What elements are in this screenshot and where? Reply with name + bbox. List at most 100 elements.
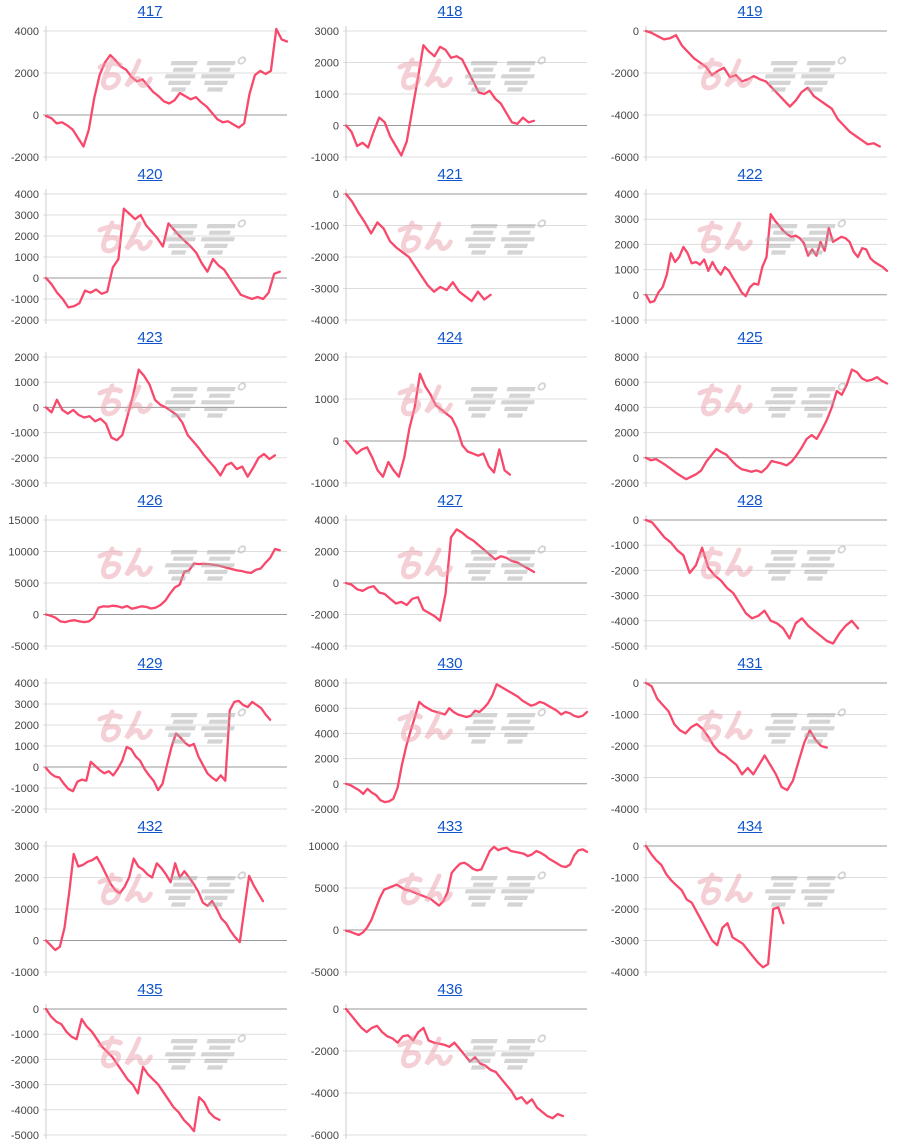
chart-title: 424	[300, 326, 600, 349]
chart-plot-area: 8000 6000 4000 2000 0 -2000	[600, 349, 900, 489]
svg-text:-3000: -3000	[11, 1080, 39, 1092]
svg-text:-4000: -4000	[311, 315, 339, 326]
chart-title-link[interactable]: 433	[437, 818, 463, 835]
chart-title-link[interactable]: 428	[737, 492, 763, 509]
svg-text:10000: 10000	[308, 841, 339, 853]
chart-title-link[interactable]: 436	[437, 981, 463, 998]
svg-text:-1000: -1000	[611, 710, 639, 722]
chart-title: 420	[0, 163, 300, 186]
chart-plot-area: 10000 5000 0 -5000	[300, 838, 600, 978]
svg-text:0: 0	[633, 26, 639, 38]
svg-text:2000: 2000	[15, 720, 39, 732]
svg-text:0: 0	[333, 121, 339, 133]
svg-text:2000: 2000	[615, 428, 639, 440]
chart-title-link[interactable]: 418	[437, 3, 463, 20]
line-chart-svg: 15000 10000 5000 0 -5000	[8, 515, 287, 652]
svg-text:1000: 1000	[15, 741, 39, 753]
svg-text:1000: 1000	[315, 394, 339, 406]
svg-text:-4000: -4000	[11, 1105, 39, 1117]
chart-title-link[interactable]: 425	[737, 329, 763, 346]
svg-text:3000: 3000	[15, 841, 39, 853]
chart-title-link[interactable]: 423	[137, 329, 163, 346]
chart-plot-area: 0 -2000 -4000 -6000	[300, 1001, 600, 1141]
chart-title-link[interactable]: 429	[137, 655, 163, 672]
chart-title-link[interactable]: 435	[137, 981, 163, 998]
svg-text:0: 0	[633, 515, 639, 527]
svg-text:4000: 4000	[315, 515, 339, 527]
chart-plot-area: 4000 2000 0 -2000 -4000	[300, 512, 600, 652]
line-chart-svg: 4000 3000 2000 1000 0 -1000 -2000	[11, 678, 287, 815]
svg-text:1000: 1000	[15, 377, 39, 389]
chart-title-link[interactable]: 424	[437, 329, 463, 346]
chart-title-link[interactable]: 431	[737, 655, 763, 672]
chart-title: 427	[300, 489, 600, 512]
line-chart-svg: 3000 2000 1000 0 -1000	[11, 841, 287, 978]
chart-title-link[interactable]: 422	[737, 166, 763, 183]
svg-text:1000: 1000	[15, 252, 39, 264]
svg-text:4000: 4000	[15, 189, 39, 201]
chart-cell: 423 2000 1000 0 -1000 -2000 -3000	[0, 326, 300, 489]
chart-cell: 420 4000 3000 2000 1000 0 -1000 -2000	[0, 163, 300, 326]
chart-cell: 431 0 -1000 -2000 -3000 -4000	[600, 652, 900, 815]
svg-text:-2000: -2000	[611, 68, 639, 80]
line-chart-svg: 4000 2000 0 -2000	[11, 26, 289, 163]
chart-title-link[interactable]: 427	[437, 492, 463, 509]
svg-text:-5000: -5000	[11, 1130, 39, 1141]
svg-text:-1000: -1000	[11, 428, 39, 440]
chart-cell: 432 3000 2000 1000 0 -1000	[0, 815, 300, 978]
chart-plot-area: 4000 3000 2000 1000 0 -1000	[600, 186, 900, 326]
chart-title-link[interactable]: 420	[137, 166, 163, 183]
chart-title: 417	[0, 0, 300, 23]
svg-text:-6000: -6000	[611, 152, 639, 163]
svg-text:4000: 4000	[15, 678, 39, 690]
chart-title: 435	[0, 978, 300, 1001]
chart-cell: 422 4000 3000 2000 1000 0 -1000	[600, 163, 900, 326]
svg-text:-1000: -1000	[611, 540, 639, 552]
chart-plot-area: 0 -1000 -2000 -3000 -4000	[600, 675, 900, 815]
chart-title: 429	[0, 652, 300, 675]
chart-plot-area: 4000 2000 0 -2000	[0, 23, 300, 163]
line-chart-svg: 4000 3000 2000 1000 0 -1000 -2000	[11, 189, 287, 326]
svg-text:-4000: -4000	[611, 110, 639, 122]
line-chart-svg: 0 -1000 -2000 -3000 -4000 -5000	[11, 1004, 287, 1141]
chart-title: 433	[300, 815, 600, 838]
svg-text:-2000: -2000	[611, 565, 639, 577]
svg-text:0: 0	[33, 1004, 39, 1016]
chart-cell: 428 0 -1000 -2000 -3000 -4000 -5000	[600, 489, 900, 652]
chart-plot-area: 4000 3000 2000 1000 0 -1000 -2000	[0, 675, 300, 815]
chart-plot-area: 0 -2000 -4000 -6000	[600, 23, 900, 163]
svg-text:-4000: -4000	[611, 616, 639, 628]
svg-text:1000: 1000	[15, 904, 39, 916]
svg-text:2000: 2000	[615, 239, 639, 251]
svg-text:2000: 2000	[315, 58, 339, 70]
svg-text:4000: 4000	[15, 26, 39, 38]
chart-plot-area: 2000 1000 0 -1000 -2000 -3000	[0, 349, 300, 489]
svg-text:5000: 5000	[315, 883, 339, 895]
svg-text:6000: 6000	[315, 703, 339, 715]
chart-title-link[interactable]: 432	[137, 818, 163, 835]
chart-title-link[interactable]: 419	[737, 3, 763, 20]
svg-text:-5000: -5000	[11, 641, 39, 652]
chart-title-link[interactable]: 421	[437, 166, 463, 183]
chart-title: 425	[600, 326, 900, 349]
svg-text:-2000: -2000	[11, 315, 39, 326]
chart-plot-area: 0 -1000 -2000 -3000 -4000	[600, 838, 900, 978]
line-chart-svg: 8000 6000 4000 2000 0 -2000	[311, 678, 589, 815]
chart-title: 419	[600, 0, 900, 23]
chart-title: 422	[600, 163, 900, 186]
svg-text:0: 0	[33, 762, 39, 774]
chart-title-link[interactable]: 426	[137, 492, 163, 509]
svg-text:0: 0	[33, 610, 39, 622]
chart-title-link[interactable]: 417	[137, 3, 163, 20]
chart-title-link[interactable]: 430	[437, 655, 463, 672]
svg-text:-3000: -3000	[11, 478, 39, 489]
line-chart-svg: 0 -1000 -2000 -3000 -4000	[611, 678, 887, 815]
svg-text:-1000: -1000	[11, 1029, 39, 1041]
svg-text:0: 0	[633, 841, 639, 853]
chart-title: 431	[600, 652, 900, 675]
svg-text:6000: 6000	[615, 377, 639, 389]
svg-text:1000: 1000	[315, 89, 339, 101]
chart-plot-area: 4000 3000 2000 1000 0 -1000 -2000	[0, 186, 300, 326]
chart-title: 418	[300, 0, 600, 23]
chart-title-link[interactable]: 434	[737, 818, 763, 835]
